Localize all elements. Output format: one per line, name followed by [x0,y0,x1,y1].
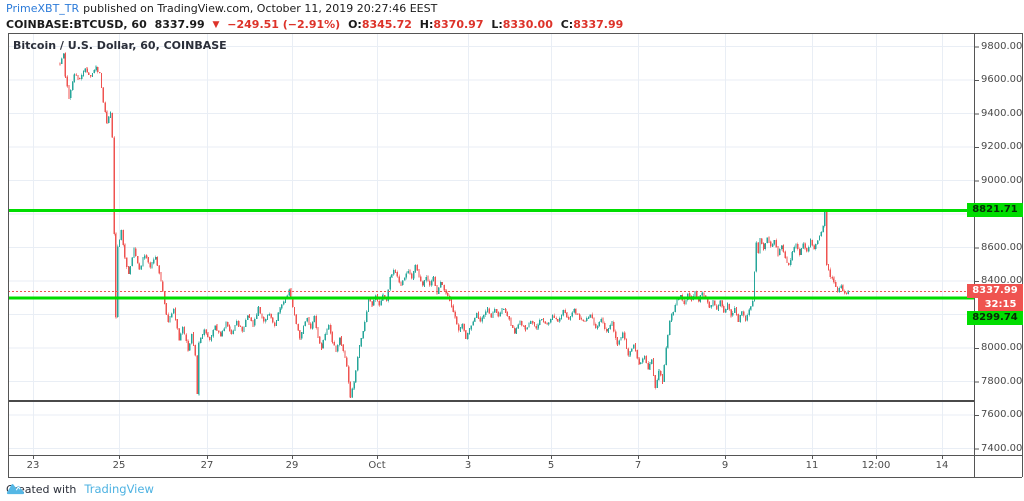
price-flag-last-price: 8337.99 [967,284,1023,299]
price-axis-tick: 9000.00 [981,174,1023,186]
low-label: L: [491,18,503,31]
bar-countdown-timer: 32:15 [978,298,1023,312]
time-axis-tick: 14 [935,460,949,471]
down-arrow-icon: ▼ [212,20,220,30]
price-axis-tick: 8400.00 [981,275,1023,286]
symbol-label: COINBASE:BTCUSD, 60 [6,18,147,31]
price-flag-support: 8299.74 [967,311,1023,326]
time-axis-tick: 7 [634,460,642,471]
published-text: published on TradingView.com, October 11… [83,2,438,15]
footer-attribution: Created with TradingView [6,482,154,496]
time-axis-tick: 29 [285,460,299,471]
last-price-value: 8337.99 [154,18,205,31]
price-axis-tick: 8600.00 [981,241,1023,253]
price-axis-tick: 9400.00 [981,107,1023,119]
published-line: PrimeXBT_TR published on TradingView.com,… [6,2,1016,16]
open-label: O: [348,18,362,31]
close-label: C: [560,18,574,31]
price-axis-tick: 9800.00 [981,40,1023,52]
time-axis-tick: 11 [805,460,819,471]
open-value: 8345.72 [361,18,412,31]
time-axis-tick: 5 [547,460,555,471]
change-value: −249.51 (−2.91%) [227,18,341,31]
tradingview-wordmark-link[interactable]: TradingView [84,482,154,496]
chart-title: Bitcoin / U.S. Dollar, 60, COINBASE [13,39,227,52]
time-axis-tick: 12:00 [861,460,891,471]
high-label: H: [419,18,434,31]
price-axis-tick: 9200.00 [981,141,1023,152]
symbol-ohlc-line: COINBASE:BTCUSD, 60 8337.99 ▼ −249.51 (−… [6,17,1016,34]
snapshot-header: PrimeXBT_TR published on TradingView.com,… [6,2,1016,34]
price-axis-tick: 7600.00 [981,409,1023,420]
price-axis-tick: 7400.00 [981,442,1023,454]
price-flag-resistance: 8821.71 [967,203,1023,218]
time-axis-tick: Oct [368,460,386,471]
price-axis-tick: 8000.00 [981,342,1023,353]
time-axis-tick: 9 [721,460,729,471]
price-axis-tick: 9600.00 [981,74,1023,85]
high-value: 8370.97 [433,18,484,31]
time-axis-tick: 23 [26,460,40,471]
time-axis-tick: 25 [112,460,126,471]
time-axis-tick: 3 [464,460,472,471]
close-value: 8337.99 [573,18,624,31]
time-axis-tick: 27 [200,460,214,471]
username-link[interactable]: PrimeXBT_TR [6,2,80,15]
price-axis-tick: 7800.00 [981,375,1023,387]
low-value: 8330.00 [502,18,553,31]
